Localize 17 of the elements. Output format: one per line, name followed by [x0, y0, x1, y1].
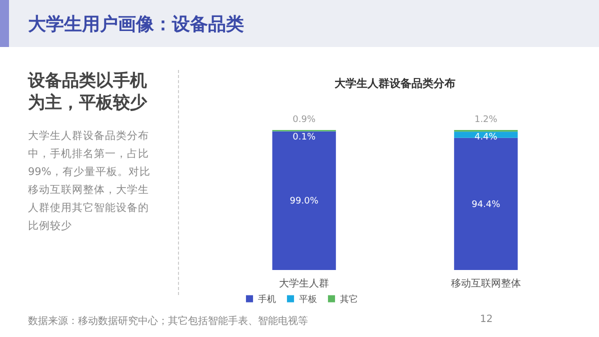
- text: 大学生人群设备品类分布中，手机排名第一，占比99%，有少量平板。对比移动互联网整体，大学生人群使用其它智能设备的比例较少: [28, 129, 152, 234]
- legend-label: 手机: [258, 294, 276, 305]
- source-note: 数据来源：移动数据研究中心；其它包括智能手表、智能电视等: [28, 314, 308, 328]
- data-label: 0.9%: [292, 115, 316, 125]
- data-label: 1.2%: [474, 115, 498, 125]
- x-tick-label: 移动互联网整体: [450, 278, 521, 290]
- text: 12: [480, 314, 493, 325]
- data-label: 4.4%: [474, 132, 498, 143]
- text: 设备品类以手机为主，平板较少: [28, 70, 148, 114]
- legend-label: 平板: [299, 294, 317, 305]
- x-tick-label: 大学生人群: [279, 278, 330, 290]
- data-label: 0.1%: [292, 132, 316, 142]
- chart-title: 大学生人群设备品类分布: [334, 77, 456, 90]
- data-label: 94.4%: [472, 200, 501, 210]
- data-label: 99.0%: [290, 196, 319, 207]
- text: 大学生用户画像：设备品类: [28, 13, 244, 36]
- legend-label: 其它: [340, 294, 358, 305]
